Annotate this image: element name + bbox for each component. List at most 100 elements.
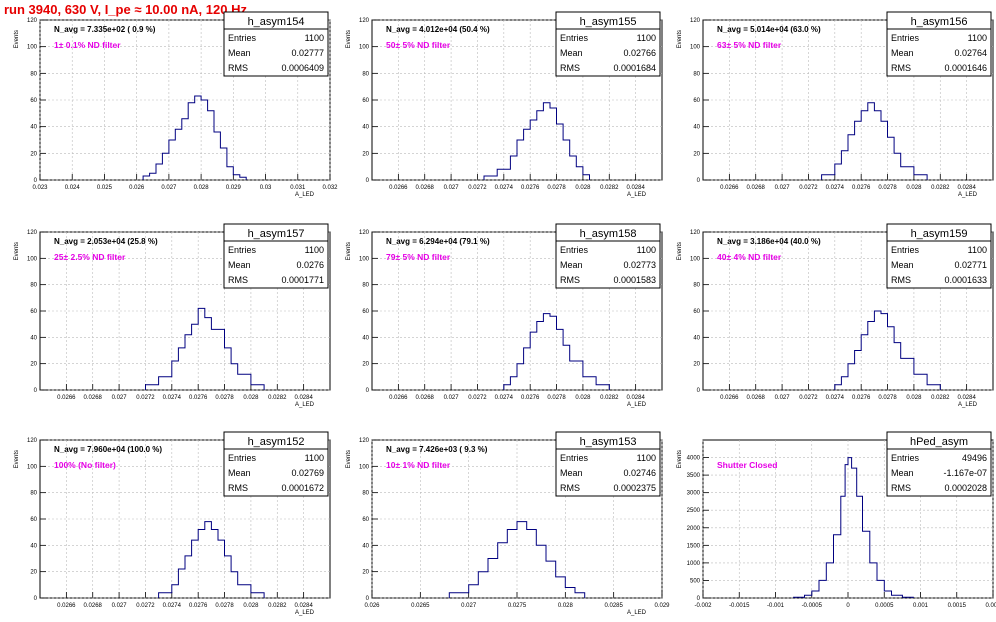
y-tick-label: 0 <box>34 388 38 394</box>
y-tick-label: 80 <box>30 491 37 497</box>
stats-box <box>886 11 992 77</box>
x-tick-label: 0.025 <box>97 185 113 191</box>
y-tick-label: 80 <box>362 71 369 77</box>
x-tick-label: 0.0268 <box>747 395 766 401</box>
histogram-panel: 0.0266 0.0268 0.027 0.0272 0.0274 0.0276 0.027… <box>14 223 331 408</box>
y-tick-label: 20 <box>362 570 369 576</box>
stats-key: Entries <box>560 453 589 463</box>
y-tick-label: 120 <box>27 18 38 24</box>
x-tick-label: 0.0275 <box>508 603 527 609</box>
histogram-panel: 0.0266 0.0268 0.027 0.0272 0.0274 0.0276 0.027… <box>677 11 994 198</box>
y-tick-label: 40 <box>362 125 369 131</box>
y-axis-label: Events <box>346 450 352 468</box>
stats-value: 1100 <box>305 33 324 43</box>
x-tick-label: 0.032 <box>322 185 338 191</box>
stats-title: h_asym159 <box>911 228 968 240</box>
y-tick-label: 100 <box>27 45 38 51</box>
y-tick-label: 20 <box>362 151 369 157</box>
stats-key: RMS <box>891 63 911 73</box>
x-tick-label: 0.0284 <box>957 395 976 401</box>
x-axis-label: A_LED <box>295 192 315 198</box>
x-tick-label: 0.0284 <box>294 395 313 401</box>
y-tick-label: 80 <box>693 283 700 289</box>
y-tick-label: 1500 <box>687 543 701 549</box>
x-tick-label: -0.0015 <box>729 603 750 609</box>
y-tick-label: 0 <box>366 178 370 184</box>
stats-box <box>223 223 329 289</box>
stats-value: 0.0276 <box>296 260 324 270</box>
x-tick-label: -0.002 <box>694 603 712 609</box>
stats-title: h_asym154 <box>248 16 305 28</box>
y-tick-label: 0 <box>34 596 38 602</box>
x-tick-label: 0.0284 <box>626 395 645 401</box>
x-tick-label: 0.0274 <box>495 185 514 191</box>
stats-value: 0.0001684 <box>613 63 656 73</box>
stats-value: 1100 <box>637 33 656 43</box>
y-tick-label: 20 <box>30 151 37 157</box>
y-tick-label: 40 <box>693 125 700 131</box>
stats-key: Entries <box>228 453 257 463</box>
stats-key: RMS <box>228 63 248 73</box>
x-tick-label: 0.029 <box>226 185 242 191</box>
filter-label: 100% (No filter) <box>54 460 116 470</box>
x-tick-label: 0.029 <box>654 603 670 609</box>
y-tick-label: 100 <box>359 256 370 262</box>
histogram-panel: 0.0266 0.0268 0.027 0.0272 0.0274 0.0276 0.027… <box>346 223 663 408</box>
x-tick-label: -0.0005 <box>802 603 823 609</box>
stats-box <box>555 223 661 289</box>
stats-value: 0.02771 <box>954 260 987 270</box>
y-tick-label: 100 <box>359 464 370 470</box>
x-tick-label: 0.028 <box>906 185 922 191</box>
x-tick-label: 0.027 <box>444 185 460 191</box>
x-tick-label: 0.0276 <box>521 395 540 401</box>
x-tick-label: 0.0278 <box>215 603 234 609</box>
x-tick-label: 0.03 <box>260 185 272 191</box>
y-axis-label: Events <box>14 242 20 260</box>
stats-value: 0.0001646 <box>944 63 987 73</box>
y-tick-label: 100 <box>690 256 701 262</box>
x-tick-label: 0.002 <box>985 603 996 609</box>
x-tick-label: 0.0274 <box>826 395 845 401</box>
filter-label: Shutter Closed <box>717 460 777 470</box>
x-tick-label: 0.0274 <box>826 185 845 191</box>
x-tick-label: 0.024 <box>65 185 81 191</box>
stats-value: 0.02746 <box>623 468 656 478</box>
navg-label: N_avg = 3.186e+04 (40.0 %) <box>717 237 821 246</box>
x-tick-label: 0.0276 <box>521 185 540 191</box>
y-tick-label: 120 <box>27 438 38 444</box>
navg-label: N_avg = 7.960e+04 (100.0 %) <box>54 445 162 454</box>
stats-box <box>223 11 329 77</box>
y-tick-label: 60 <box>362 517 369 523</box>
y-tick-label: 100 <box>359 45 370 51</box>
y-tick-label: 20 <box>30 362 37 368</box>
stats-key: Mean <box>560 260 583 270</box>
page-title: run 3940, 630 V, I_pe ≈ 10.00 nA, 120 Hz <box>4 2 247 17</box>
x-tick-label: 0.027 <box>775 395 791 401</box>
x-tick-label: 0.0274 <box>163 603 182 609</box>
stats-title: h_asym158 <box>580 228 637 240</box>
y-tick-label: 1000 <box>687 561 701 567</box>
stats-value: 1100 <box>968 245 987 255</box>
stats-key: Mean <box>560 468 583 478</box>
navg-label: N_avg = 7.426e+03 ( 9.3 %) <box>386 445 488 454</box>
y-tick-label: 20 <box>30 570 37 576</box>
x-axis-label: A_LED <box>627 402 647 408</box>
y-axis-label: Events <box>677 450 683 468</box>
x-tick-label: 0.0278 <box>878 185 897 191</box>
x-tick-label: 0.0278 <box>878 395 897 401</box>
x-tick-label: 0.0284 <box>626 185 645 191</box>
filter-label: 40± 4% ND filter <box>717 252 782 262</box>
x-tick-label: 0.0282 <box>600 185 619 191</box>
y-tick-label: 2000 <box>687 526 701 532</box>
x-tick-label: 0.0276 <box>189 395 208 401</box>
y-tick-label: 60 <box>362 98 369 104</box>
x-tick-label: 0.0015 <box>948 603 967 609</box>
navg-label: N_avg = 2.053e+04 (25.8 %) <box>54 237 158 246</box>
x-tick-label: 0.027 <box>112 603 128 609</box>
x-tick-label: 0.0284 <box>957 185 976 191</box>
stats-key: Entries <box>560 245 589 255</box>
stats-key: RMS <box>891 275 911 285</box>
stats-key: Mean <box>891 260 914 270</box>
histogram-panel: 0.0266 0.0268 0.027 0.0272 0.0274 0.0276 0.027… <box>677 223 994 408</box>
stats-value: 0.0001672 <box>281 483 324 493</box>
